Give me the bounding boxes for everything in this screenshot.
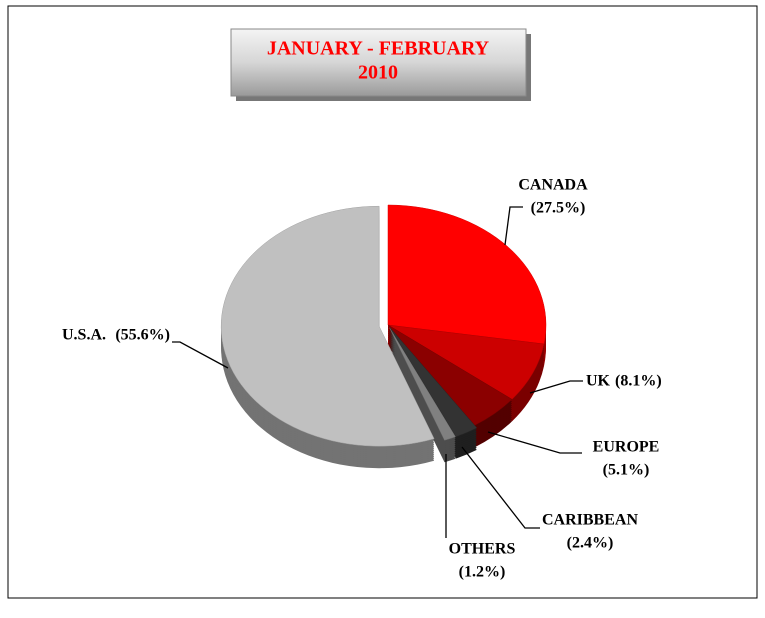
chart-title: JANUARY - FEBRUARY (267, 38, 490, 60)
value-label: (55.6%) (115, 327, 170, 344)
slice-label: CARIBBEAN (542, 512, 638, 529)
slice-label: U.S.A. (62, 327, 106, 344)
leader-line (461, 446, 540, 529)
value-label: (2.4%) (567, 535, 614, 552)
chart-title: 2010 (358, 62, 398, 84)
slice-label: CANADA (518, 177, 588, 194)
pie (220, 204, 547, 469)
slice (389, 327, 456, 441)
slice-label: EUROPE (593, 439, 660, 456)
leader-line (504, 206, 523, 246)
value-label: (1.2%) (459, 564, 506, 581)
slice-label: UK (586, 373, 611, 390)
slice (387, 204, 547, 345)
leader-line (172, 341, 229, 369)
slice (389, 327, 478, 437)
leader-line (529, 380, 583, 394)
slice (220, 205, 435, 447)
value-label: (5.1%) (603, 462, 650, 479)
frame (7, 5, 758, 599)
leader-line (487, 431, 582, 454)
value-label: (8.1%) (615, 373, 662, 390)
value-label: (27.5%) (531, 200, 586, 217)
title-box (230, 28, 527, 97)
slice (387, 324, 513, 426)
slice-label: OTHERS (449, 541, 516, 558)
